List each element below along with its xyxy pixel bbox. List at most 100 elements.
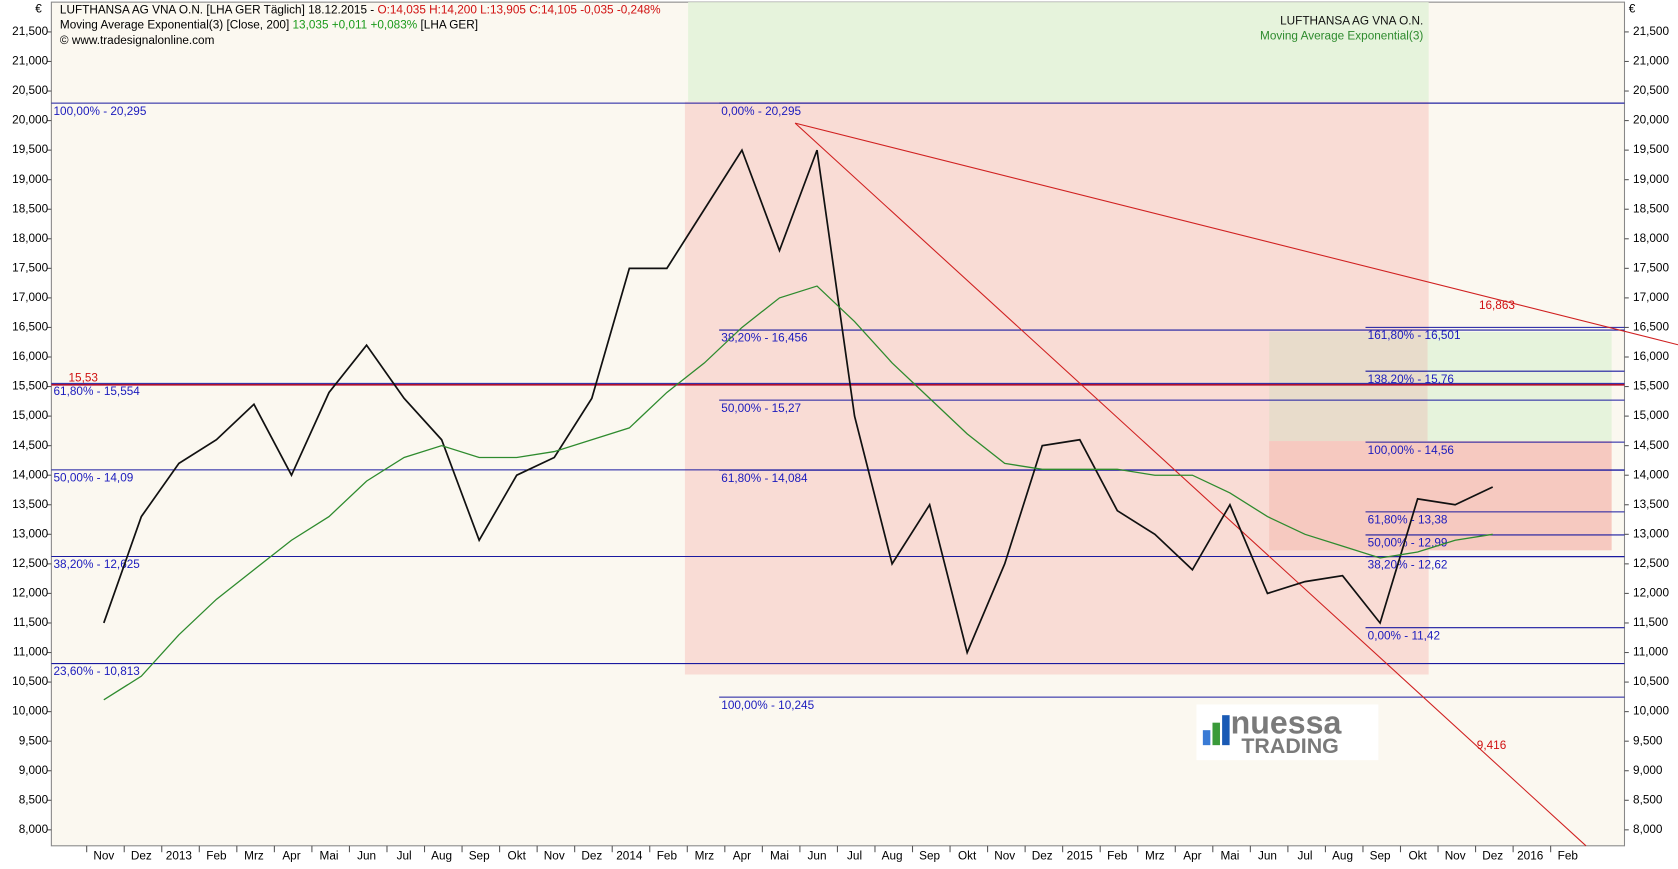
- zone-tan: [1269, 331, 1428, 442]
- y-tick-label-right: 19,500: [1633, 143, 1669, 156]
- series-line: [103, 285, 1493, 701]
- logo: nuessa TRADING: [1196, 704, 1379, 761]
- trend-label: 16,863: [1479, 299, 1515, 312]
- currency-left: €: [35, 3, 42, 16]
- x-tick-label: Apr: [1183, 850, 1201, 863]
- x-tick-label: Feb: [206, 850, 227, 863]
- y-tick-label: 13,500: [12, 498, 48, 511]
- x-tick-label: Jul: [397, 850, 412, 863]
- fib-label: 61,80% - 13,38: [1368, 514, 1448, 527]
- x-tick-label: Dez: [581, 850, 602, 863]
- y-tick-label: 10,000: [12, 705, 48, 718]
- x-tick-label: Nov: [994, 850, 1015, 863]
- y-tick-label: 18,500: [12, 202, 48, 215]
- y-tick-label: 12,000: [12, 587, 48, 600]
- x-tick-label: Okt: [958, 850, 977, 863]
- indicator-line: Moving Average Exponential(3) [Close, 20…: [60, 19, 478, 32]
- y-tick-label: 11,500: [13, 616, 49, 629]
- y-tick-label: 15,000: [12, 409, 48, 422]
- x-tick-label: Mrz: [1145, 850, 1165, 863]
- y-tick-label-right: 20,000: [1633, 114, 1669, 127]
- fib-label: 0,00% - 11,42: [1368, 629, 1440, 642]
- x-tick-label: Jun: [1258, 850, 1277, 863]
- x-tick-label: Nov: [1445, 850, 1466, 863]
- x-tick-label: Nov: [93, 850, 114, 863]
- y-tick-label: 19,000: [12, 173, 48, 186]
- logo-bar: [1202, 730, 1211, 746]
- x-tick-label: Feb: [1558, 850, 1579, 863]
- x-tick-label: Okt: [1408, 850, 1427, 863]
- fib-label: 23,60% - 10,813: [54, 665, 141, 678]
- x-tick-label: Mrz: [695, 850, 715, 863]
- x-tick-label: Jun: [357, 850, 376, 863]
- resistance-label: 15,53: [68, 371, 98, 384]
- y-tick-label-right: 8,000: [1633, 823, 1663, 836]
- y-tick-label: 8,000: [19, 823, 49, 836]
- y-tick-label: 8,500: [19, 793, 49, 806]
- trend-line: [794, 122, 1587, 847]
- y-tick-label: 13,000: [12, 527, 48, 540]
- x-tick-label: Feb: [1107, 850, 1128, 863]
- zone-red-r: [1269, 441, 1612, 551]
- y-tick-label-right: 9,500: [1633, 734, 1663, 747]
- y-tick-label: 15,500: [12, 380, 48, 393]
- fib-label: 61,80% - 15,554: [54, 385, 141, 398]
- x-tick-label: Nov: [544, 850, 565, 863]
- fib-label: 61,80% - 14,084: [721, 472, 808, 485]
- fib-label: 161,80% - 16,501: [1368, 329, 1461, 342]
- x-tick-label: Dez: [1032, 850, 1053, 863]
- fib-label: 38,20% - 12,625: [54, 558, 141, 571]
- y-tick-label-right: 8,500: [1633, 793, 1663, 806]
- y-tick-label: 16,500: [12, 321, 48, 334]
- currency-right: €: [1629, 3, 1636, 16]
- y-tick-label-right: 9,000: [1633, 764, 1663, 777]
- y-tick-label: 10,500: [12, 675, 48, 688]
- zone-green-r: [1427, 331, 1612, 442]
- y-tick-label: 11,000: [13, 646, 49, 659]
- x-tick-label: Feb: [657, 850, 678, 863]
- y-tick-label-right: 12,000: [1633, 587, 1669, 600]
- y-tick-label-right: 16,000: [1633, 350, 1669, 363]
- series-line: [102, 148, 1494, 656]
- y-tick-label: 19,500: [12, 143, 48, 156]
- y-tick-label-right: 17,500: [1633, 261, 1669, 274]
- y-tick-label-right: 18,500: [1633, 202, 1669, 215]
- y-tick-label-right: 12,500: [1633, 557, 1669, 570]
- fib-label: 100,00% - 10,245: [721, 699, 814, 712]
- fib-label: 50,00% - 12,99: [1368, 537, 1448, 550]
- y-tick-label-right: 10,000: [1633, 705, 1669, 718]
- y-tick-label-right: 15,500: [1633, 380, 1669, 393]
- x-tick-label: Jul: [847, 850, 862, 863]
- indicator-values: 13,035 +0,011 +0,083%: [293, 19, 418, 32]
- zones: [684, 2, 1612, 675]
- x-tick-label: Sep: [469, 850, 490, 863]
- indicator-suffix: [LHA GER]: [421, 19, 479, 32]
- logo-bar: [1212, 722, 1220, 746]
- x-tick-label: Sep: [919, 850, 940, 863]
- fib-label: 100,00% - 20,295: [54, 105, 147, 118]
- x-tick-label: Apr: [282, 850, 300, 863]
- fib-label: 138,20% - 15,76: [1368, 373, 1455, 386]
- y-tick-label-right: 18,000: [1633, 232, 1669, 245]
- fib-label: 50,00% - 15,27: [721, 402, 801, 415]
- y-tick-label: 14,000: [12, 468, 48, 481]
- y-tick-label-right: 15,000: [1633, 409, 1669, 422]
- y-tick-label-right: 14,500: [1633, 439, 1669, 452]
- x-tick-label: Dez: [131, 850, 152, 863]
- x-tick-label: Dez: [1482, 850, 1503, 863]
- trend-label: 9,416: [1477, 739, 1507, 752]
- y-tick-label: 17,500: [12, 261, 48, 274]
- y-tick-label: 20,000: [12, 114, 48, 127]
- x-tick-label: Okt: [508, 850, 527, 863]
- y-tick-label-right: 14,000: [1633, 468, 1669, 481]
- fib-label: 50,00% - 14,09: [54, 472, 134, 485]
- fib-label: 0,00% - 20,295: [721, 105, 801, 118]
- logo-top: nuessa: [1231, 704, 1343, 740]
- x-tick-label: 2014: [616, 850, 643, 863]
- x-tick-label: 2013: [166, 850, 193, 863]
- x-tick-label: Mai: [1220, 850, 1239, 863]
- y-tick-label-right: 16,500: [1633, 321, 1669, 334]
- x-tick-label: 2015: [1067, 850, 1094, 863]
